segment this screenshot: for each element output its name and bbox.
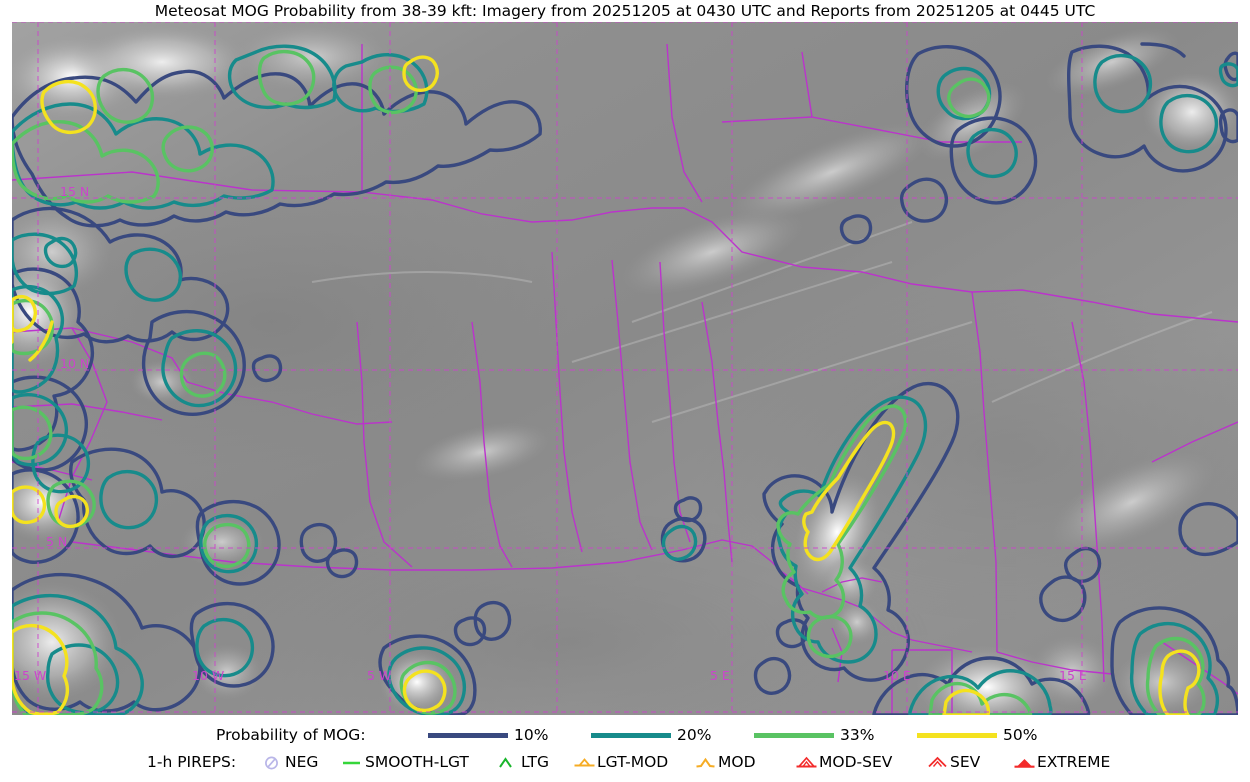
probability-legend-label: Probability of MOG: — [216, 726, 366, 744]
lon-label: 10 W — [192, 668, 225, 683]
legend-item-prob-50[interactable]: 50% — [917, 722, 1037, 749]
legend-item-prob-10[interactable]: 10% — [428, 722, 548, 749]
pirep-mod-sev-label: MOD-SEV — [819, 753, 893, 771]
lat-label: 10 N — [60, 356, 90, 371]
prob-10-swatch — [428, 733, 508, 738]
lon-label: 5 E — [710, 668, 730, 683]
legend-item-pirep-ltg[interactable]: LTG — [497, 749, 549, 776]
pirep-neg-label: NEG — [285, 753, 319, 771]
contour-10pct — [12, 42, 1238, 715]
legend-row-pireps: 1-h PIREPS: NEG SMOOTH-LGT — [0, 749, 1250, 776]
prob-50-swatch — [917, 733, 997, 738]
graticule-labels: 15 W 10 W 5 W 5 E 10 E 15 E 15 N 10 N 5 … — [12, 22, 1238, 715]
prob-33-swatch — [754, 733, 834, 738]
pirep-ltg-label: LTG — [521, 753, 549, 771]
mod-caret-icon — [694, 754, 715, 772]
sev-caret-icon — [926, 754, 947, 772]
contour-50pct — [12, 55, 1201, 715]
prob-33-label: 33% — [840, 726, 875, 744]
page-title: Meteosat MOG Probability from 38-39 kft:… — [154, 2, 1096, 20]
smooth-lgt-line-icon — [341, 754, 362, 772]
pirep-smooth-lgt-label: SMOOTH-LGT — [365, 753, 469, 771]
prob-10-label: 10% — [514, 726, 549, 744]
country-borders-layer — [12, 43, 1238, 715]
pireps-legend-label: 1-h PIREPS: — [147, 753, 237, 771]
lon-label: 5 W — [367, 668, 392, 683]
lon-label: 10 E — [883, 668, 911, 683]
legend-item-pirep-mod-sev[interactable]: MOD-SEV — [795, 749, 892, 776]
lon-label: 15 E — [1059, 668, 1087, 683]
pirep-mod-label: MOD — [718, 753, 756, 771]
prob-50-label: 50% — [1003, 726, 1038, 744]
map-legend: Probability of MOG: 10% 20% 33% 50% 1-h … — [0, 722, 1250, 782]
pirep-sev-label: SEV — [950, 753, 981, 771]
ltg-caret-icon — [497, 754, 518, 772]
legend-item-pirep-mod[interactable]: MOD — [694, 749, 756, 776]
pirep-extreme-label: EXTREME — [1037, 753, 1111, 771]
lon-label: 15 W — [14, 668, 47, 683]
neg-slashed-circle-icon — [261, 754, 282, 772]
mod-sev-triangle-icon — [795, 754, 817, 772]
legend-item-pirep-sev[interactable]: SEV — [926, 749, 980, 776]
lat-label: 5 N — [46, 534, 68, 549]
legend-row-probability: Probability of MOG: 10% 20% 33% 50% — [0, 722, 1250, 749]
legend-item-prob-20[interactable]: 20% — [591, 722, 711, 749]
legend-item-pirep-neg[interactable]: NEG — [261, 749, 318, 776]
legend-item-prob-33[interactable]: 33% — [754, 722, 874, 749]
lat-label: 15 N — [60, 184, 90, 199]
legend-item-pirep-extreme[interactable]: EXTREME — [1013, 749, 1110, 776]
legend-item-pirep-lgt-mod[interactable]: LGT-MOD — [573, 749, 668, 776]
satellite-map[interactable]: 15 W 10 W 5 W 5 E 10 E 15 E 15 N 10 N 5 … — [12, 22, 1238, 715]
prob-20-label: 20% — [677, 726, 712, 744]
pirep-lgt-mod-label: LGT-MOD — [597, 753, 669, 771]
contour-33pct — [12, 50, 1206, 715]
lgt-mod-triangle-icon — [573, 754, 595, 772]
legend-item-pirep-smooth-lgt[interactable]: SMOOTH-LGT — [341, 749, 469, 776]
prob-20-swatch — [591, 733, 671, 738]
graticule-layer — [12, 22, 1238, 715]
extreme-filled-triangle-icon — [1013, 754, 1035, 772]
mog-probability-contours-layer — [12, 42, 1238, 715]
